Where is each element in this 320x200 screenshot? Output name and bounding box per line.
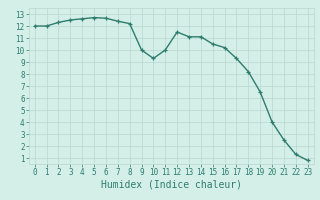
X-axis label: Humidex (Indice chaleur): Humidex (Indice chaleur) [101, 180, 242, 190]
